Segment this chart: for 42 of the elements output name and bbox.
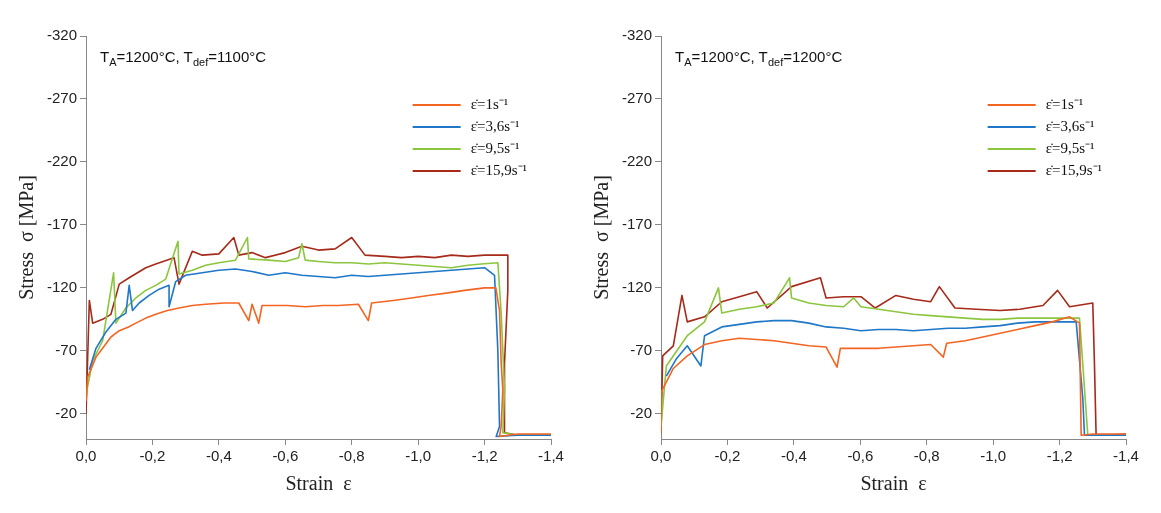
legend-label: ε̇=3,6s⁻¹	[1045, 117, 1095, 134]
x-tick-label: -1,0	[980, 447, 1007, 465]
y-tick-label: -270	[46, 89, 78, 107]
y-tick-label: -170	[621, 215, 653, 233]
y-axis-title: Stress σ [MPa]	[590, 175, 613, 300]
y-tick-label: -170	[46, 215, 78, 233]
y-tick-label: -120	[621, 278, 653, 296]
y-tick-label: -220	[621, 152, 653, 170]
x-tick-label: -0,6	[847, 447, 874, 465]
legend-label: ε̇=9,5s⁻¹	[1045, 139, 1095, 156]
x-tick-label: 0,0	[650, 447, 672, 465]
x-tick-label: -0,8	[338, 447, 365, 465]
x-tick-label: -0,2	[714, 447, 741, 465]
y-tick-label: -70	[630, 340, 653, 358]
y-tick-label: -20	[55, 403, 78, 421]
x-tick-label: -1,2	[1046, 447, 1073, 465]
y-axis-title: Stress σ [MPa]	[15, 175, 38, 300]
y-tick-label: -20	[630, 403, 653, 421]
x-tick-label: -1,4	[538, 447, 564, 465]
x-tick-label: -0,2	[139, 447, 166, 465]
legend-label: ε̇=3,6s⁻¹	[470, 117, 520, 134]
legend-label: ε̇=15,9s⁻¹	[1045, 161, 1102, 178]
x-tick-label: -0,6	[272, 447, 299, 465]
x-tick-label: 0,0	[75, 447, 97, 465]
legend-label: ε̇=9,5s⁻¹	[470, 139, 520, 156]
x-tick-label: -1,0	[405, 447, 432, 465]
y-tick-label: -320	[621, 26, 653, 44]
legend-label: ε̇=1s⁻¹	[470, 95, 509, 112]
y-tick-label: -320	[46, 26, 78, 44]
x-axis-title: Strain ε	[860, 472, 927, 495]
legend-label: ε̇=15,9s⁻¹	[470, 161, 527, 178]
x-tick-label: -0,8	[913, 447, 940, 465]
y-tick-label: -70	[55, 340, 78, 358]
x-tick-label: -1,2	[471, 447, 498, 465]
x-axis-title: Strain ε	[285, 472, 352, 495]
legend-label: ε̇=1s⁻¹	[1045, 95, 1084, 112]
y-tick-label: -120	[46, 278, 78, 296]
y-tick-label: -220	[46, 152, 78, 170]
x-tick-label: -0,4	[205, 447, 232, 465]
y-tick-label: -270	[621, 89, 653, 107]
x-tick-label: -1,4	[1113, 447, 1139, 465]
x-tick-label: -0,4	[780, 447, 807, 465]
